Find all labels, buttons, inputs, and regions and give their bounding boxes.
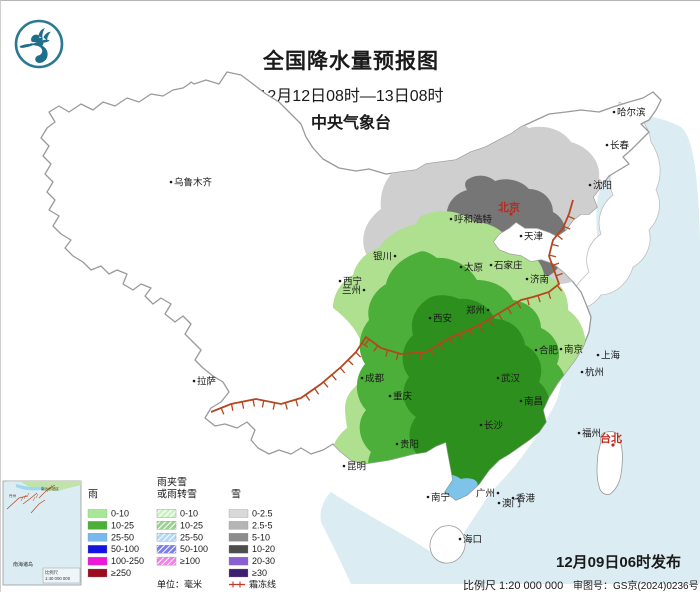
svg-text:10-20: 10-20 (252, 544, 275, 554)
svg-text:≥100: ≥100 (180, 556, 200, 566)
svg-text:或雨转雪: 或雨转雪 (157, 488, 197, 501)
svg-text:10-25: 10-25 (180, 520, 203, 530)
svg-text:南宁: 南宁 (431, 492, 450, 504)
svg-text:哈尔滨: 哈尔滨 (617, 107, 646, 119)
svg-text:海口: 海口 (463, 534, 482, 546)
svg-text:福州: 福州 (582, 428, 601, 440)
svg-text:天津: 天津 (524, 232, 544, 243)
svg-text:20-30: 20-30 (252, 556, 275, 566)
svg-text:成都: 成都 (365, 373, 385, 385)
svg-text:10-25: 10-25 (111, 520, 134, 530)
svg-text:合肥: 合肥 (539, 345, 559, 357)
svg-text:0-2.5: 0-2.5 (252, 509, 273, 519)
svg-text:霜冻线: 霜冻线 (249, 579, 276, 590)
svg-text:石家庄: 石家庄 (494, 260, 523, 272)
svg-text:雨夹雪: 雨夹雪 (157, 476, 187, 489)
svg-text:贵阳: 贵阳 (400, 439, 419, 451)
svg-text:长春: 长春 (610, 140, 630, 152)
svg-text:武汉: 武汉 (501, 373, 521, 385)
svg-text:≥30: ≥30 (252, 568, 267, 578)
svg-text:25-50: 25-50 (111, 532, 134, 542)
svg-text:郑州: 郑州 (466, 305, 485, 317)
svg-text:重庆: 重庆 (393, 391, 413, 403)
svg-text:昆明: 昆明 (347, 462, 366, 473)
svg-text:单位：毫米: 单位：毫米 (157, 579, 202, 590)
svg-text:台北: 台北 (600, 431, 622, 445)
svg-text:雪: 雪 (231, 489, 241, 501)
svg-text:广州: 广州 (476, 488, 495, 500)
svg-text:济南: 济南 (530, 274, 549, 286)
svg-text:上海: 上海 (601, 350, 621, 362)
svg-text:1:40 000 000: 1:40 000 000 (45, 576, 71, 581)
svg-text:太原: 太原 (464, 262, 483, 274)
svg-text:兰州: 兰州 (342, 285, 361, 297)
svg-text:比例尺: 比例尺 (45, 569, 59, 576)
svg-text:呼和浩特: 呼和浩特 (454, 214, 493, 226)
svg-text:银川: 银川 (373, 251, 392, 263)
svg-text:雨: 雨 (88, 490, 98, 501)
svg-text:5-10: 5-10 (252, 532, 270, 542)
svg-text:25-50: 25-50 (180, 532, 203, 542)
svg-text:香港: 香港 (516, 493, 536, 505)
svg-text:0-10: 0-10 (111, 509, 129, 519)
svg-text:南海诸岛: 南海诸岛 (13, 561, 33, 568)
svg-text:西安: 西安 (433, 313, 452, 325)
svg-text:沈阳: 沈阳 (593, 180, 612, 192)
svg-text:0-10: 0-10 (180, 509, 198, 519)
svg-text:北京: 北京 (498, 200, 520, 214)
svg-text:杭州: 杭州 (585, 367, 604, 379)
svg-text:拉萨: 拉萨 (197, 376, 217, 388)
svg-text:≥250: ≥250 (111, 568, 131, 578)
svg-text:长沙: 长沙 (484, 420, 504, 432)
svg-text:丹州: 丹州 (9, 493, 17, 498)
svg-text:100-250: 100-250 (111, 556, 144, 566)
svg-text:50-100: 50-100 (111, 544, 139, 554)
svg-text:50-100: 50-100 (180, 544, 208, 554)
svg-text:南京: 南京 (564, 344, 583, 356)
svg-text:2.5-5: 2.5-5 (252, 520, 273, 530)
svg-text:南昌: 南昌 (524, 396, 543, 408)
svg-text:乌鲁木齐: 乌鲁木齐 (174, 177, 213, 189)
svg-text:南沙示范区: 南沙示范区 (41, 486, 59, 491)
